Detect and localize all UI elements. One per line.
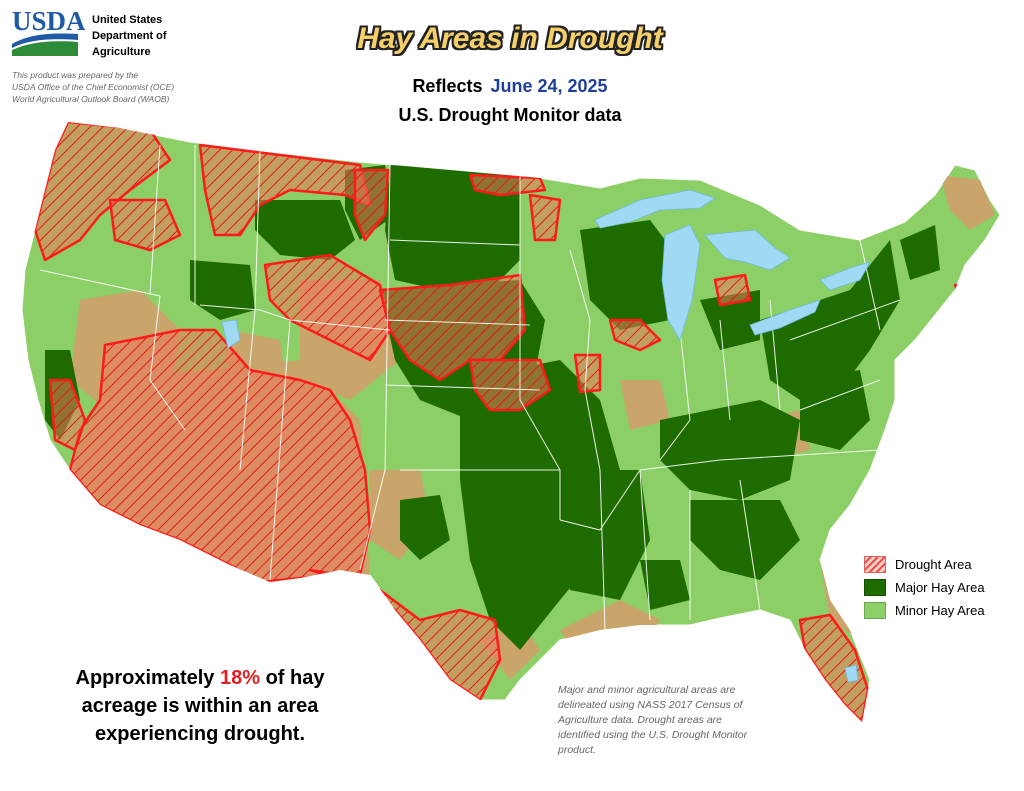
legend-item-drought: Drought Area — [864, 553, 1014, 576]
summary-prefix: Approximately — [75, 667, 215, 689]
drought-areas — [33, 122, 987, 722]
summary-line-3: experiencing drought. — [94, 723, 306, 745]
prepared-by-line: USDA Office of the Chief Economist (OCE) — [12, 82, 175, 92]
usda-logo-mark-icon — [12, 33, 78, 56]
legend-item-major-hay: Major Hay Area — [864, 576, 1014, 599]
map-legend: Drought Area Major Hay Area Minor Hay Ar… — [864, 553, 1014, 622]
summary-line-2: acreage is within an area — [81, 695, 319, 717]
state-boundaries — [39, 144, 901, 631]
minor-hay-swatch-icon — [864, 602, 886, 619]
department-line: United States — [92, 14, 163, 26]
reflects-label: Reflects — [412, 76, 483, 96]
major-hay-swatch-icon — [864, 579, 886, 596]
footnote-line: product. — [558, 744, 596, 756]
map-title: Hay Areas in Drought — [357, 22, 663, 55]
footnote-line: identified using the U.S. Drought Monito… — [558, 729, 748, 741]
legend-item-minor-hay: Minor Hay Area — [864, 599, 1014, 622]
usda-logo-text: USDA — [12, 6, 86, 36]
footnote-line: delineated using NASS 2017 Census of — [558, 699, 743, 711]
drought-summary: Approximately 18% of hay acreage is with… — [50, 664, 350, 748]
methodology-footnote: Major and minor agricultural areas are d… — [558, 683, 798, 758]
usda-logo: USDA — [12, 6, 86, 56]
department-name: United States Department of Agriculture — [92, 12, 202, 60]
prepared-by-note: This product was prepared by the USDA Of… — [12, 69, 232, 105]
report-date: June 24, 2025 — [490, 76, 608, 96]
legend-label: Major Hay Area — [895, 580, 985, 595]
legend-label: Minor Hay Area — [895, 603, 985, 618]
prepared-by-line: World Agricultural Outlook Board (WAOB) — [12, 94, 170, 104]
department-line: Department of — [92, 30, 167, 42]
prepared-by-line: This product was prepared by the — [12, 70, 139, 80]
summary-suffix: of hay — [265, 667, 325, 689]
data-source-line: U.S. Drought Monitor data — [398, 105, 622, 125]
footnote-line: Major and minor agricultural areas are — [558, 684, 736, 696]
great-lakes — [221, 189, 871, 683]
department-line: Agriculture — [92, 46, 151, 58]
summary-line-1: Approximately 18% of hay — [50, 664, 350, 692]
reflects-date-line: Reflects June 24, 2025 — [330, 76, 690, 97]
summary-percent: 18% — [220, 667, 261, 689]
footnote-line: Agriculture data. Drought areas are — [558, 714, 723, 726]
drought-swatch-icon — [864, 556, 886, 573]
legend-label: Drought Area — [895, 557, 972, 572]
